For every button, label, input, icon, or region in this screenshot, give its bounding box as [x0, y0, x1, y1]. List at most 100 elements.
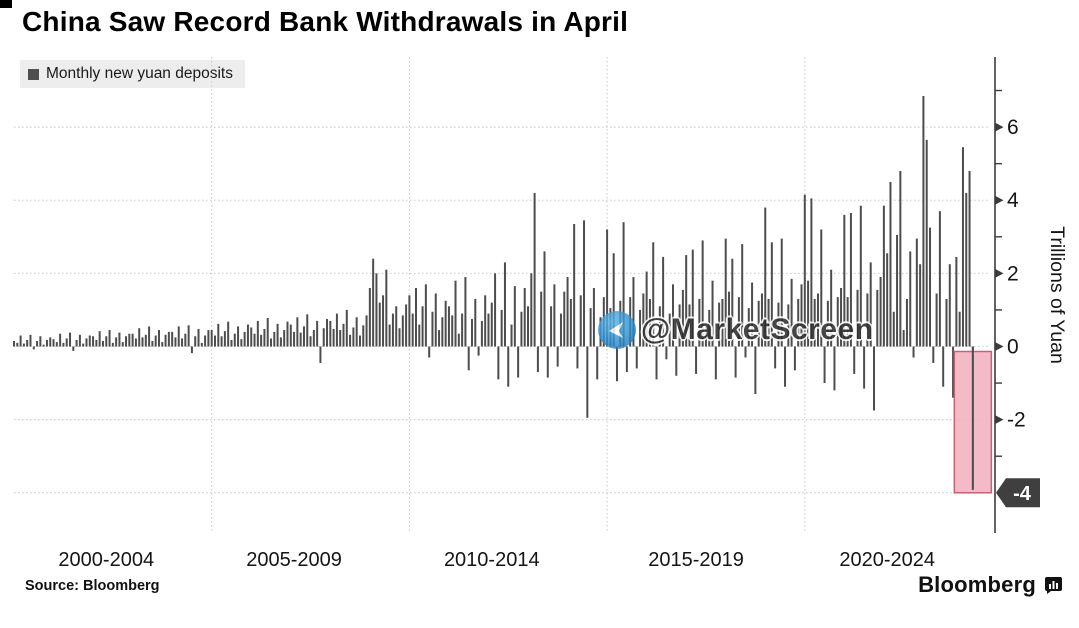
bar	[929, 227, 932, 347]
bar	[332, 328, 335, 347]
bar	[187, 325, 190, 347]
bar	[447, 306, 450, 347]
bar	[59, 333, 62, 347]
bar	[441, 317, 444, 347]
bar	[938, 211, 941, 347]
y-tick-label: 6	[1007, 116, 1019, 139]
bar	[194, 336, 197, 347]
bar	[368, 287, 371, 347]
bar	[352, 327, 355, 347]
bar	[892, 311, 895, 347]
bar	[62, 342, 65, 347]
bar	[872, 346, 875, 411]
bar	[411, 313, 414, 347]
marketscreener-logo-icon	[598, 311, 636, 349]
bar	[49, 337, 52, 347]
bar	[434, 293, 437, 347]
bar	[75, 339, 78, 347]
bar	[286, 321, 289, 347]
bar	[391, 313, 394, 347]
bar	[157, 330, 160, 347]
bar	[322, 328, 325, 347]
bar	[55, 342, 58, 347]
bar	[507, 346, 510, 387]
bar	[306, 314, 309, 347]
bar	[477, 346, 480, 356]
bar	[141, 337, 144, 347]
bar	[536, 346, 539, 373]
bar	[279, 337, 282, 347]
bar	[227, 321, 230, 347]
bar	[480, 320, 483, 347]
bar	[546, 346, 549, 378]
bar	[342, 323, 345, 347]
x-tick-label: 2020-2024	[839, 549, 935, 571]
bar	[886, 253, 889, 347]
bar	[372, 258, 375, 347]
bar	[494, 273, 497, 347]
bar	[276, 323, 279, 347]
bar	[101, 341, 104, 347]
bar	[95, 339, 98, 347]
bar	[401, 315, 404, 347]
bar	[615, 346, 618, 382]
bar	[556, 346, 559, 367]
bar	[586, 346, 589, 418]
current-value-badge	[996, 478, 1040, 508]
bar	[223, 331, 226, 347]
bar	[378, 302, 381, 347]
bar	[39, 336, 42, 347]
legend-label: Monthly new yuan deposits	[46, 65, 233, 82]
bar	[889, 181, 892, 347]
y-tick-arrow	[995, 268, 1004, 278]
bar	[121, 342, 124, 347]
bar	[230, 339, 233, 347]
bar	[879, 277, 882, 347]
bar	[197, 328, 200, 347]
x-tick-label: 2015-2019	[648, 549, 744, 571]
bar	[695, 346, 698, 374]
bar	[243, 331, 246, 347]
bar	[464, 277, 467, 347]
bar	[26, 339, 29, 347]
y-tick-label: -2	[1007, 409, 1026, 432]
watermark: @MarketScreen	[598, 311, 874, 349]
bar	[484, 295, 487, 347]
bar	[909, 251, 912, 347]
bar	[922, 95, 925, 347]
y-tick-label: 4	[1007, 189, 1019, 212]
bar	[207, 330, 210, 347]
bar	[36, 341, 39, 347]
y-tick-label: 2	[1007, 262, 1019, 285]
bar	[184, 333, 187, 347]
bar	[319, 346, 322, 363]
bar	[181, 338, 184, 347]
bar	[237, 326, 240, 347]
bar	[144, 334, 147, 347]
bar	[424, 284, 427, 347]
bar	[958, 311, 961, 347]
bar	[128, 333, 131, 347]
bar	[540, 291, 543, 347]
bar	[293, 331, 296, 347]
bar	[174, 337, 177, 347]
bar	[273, 331, 276, 347]
bar	[312, 330, 315, 347]
bar	[398, 328, 401, 347]
bar	[527, 306, 530, 347]
bar	[553, 284, 556, 347]
source-note: Source: Bloomberg	[25, 578, 160, 594]
bar	[329, 320, 332, 347]
bar	[326, 319, 329, 347]
bar	[69, 332, 72, 347]
bar	[405, 304, 408, 347]
bar	[210, 330, 213, 347]
bar	[164, 334, 167, 347]
bar	[388, 324, 391, 347]
bar	[589, 308, 592, 347]
bar	[955, 256, 958, 347]
bar	[82, 343, 85, 347]
bar	[774, 346, 777, 369]
bar	[919, 264, 922, 347]
highlighted-bar	[971, 346, 974, 490]
